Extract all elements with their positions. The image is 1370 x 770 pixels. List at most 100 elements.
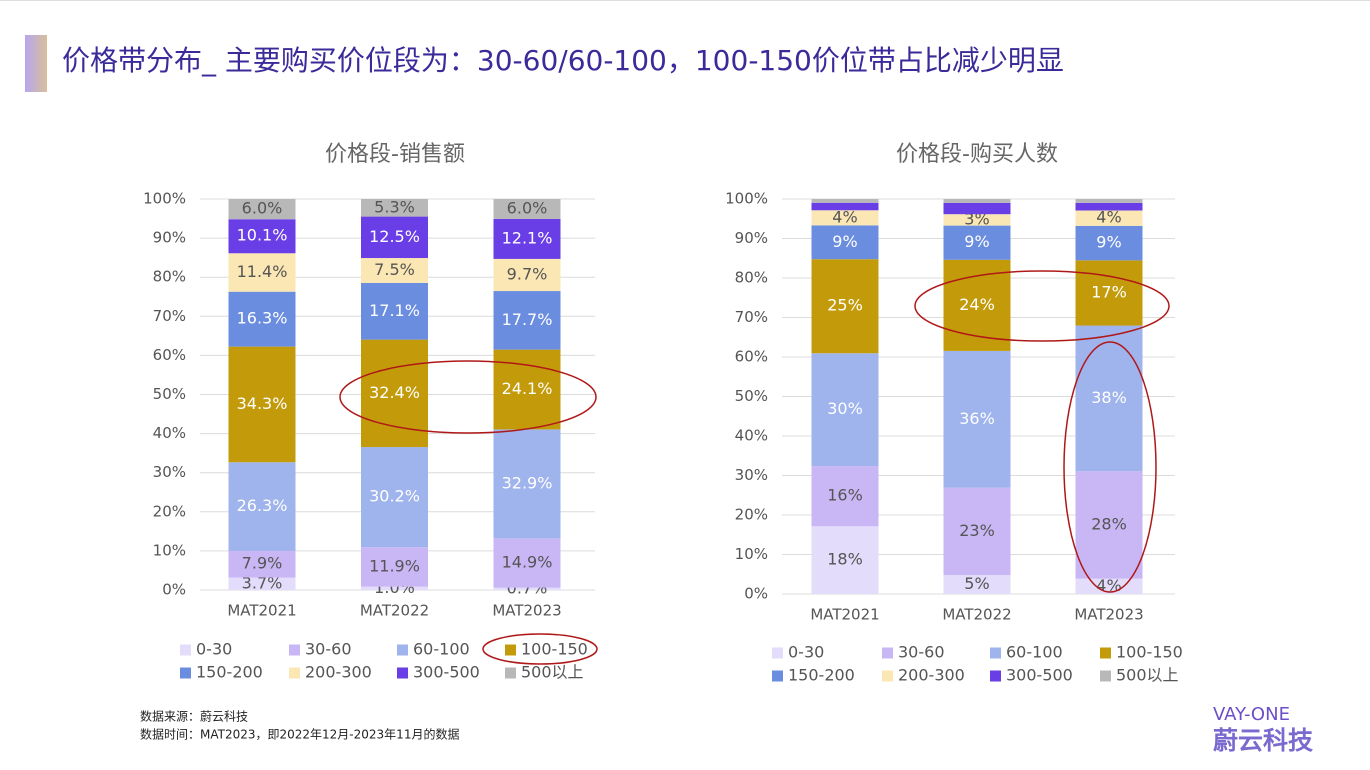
highlight-ellipse — [339, 360, 597, 434]
y-tick-label: 10% — [153, 541, 186, 559]
data-label: 16.3% — [237, 309, 288, 328]
bar-segment — [361, 282, 428, 340]
bar-segment — [1075, 471, 1143, 579]
bar-segment — [1075, 225, 1143, 261]
legend-label: 200-300 — [305, 663, 372, 682]
data-label: 3.7% — [242, 573, 283, 592]
bar-segment — [943, 214, 1011, 226]
logo-cn: 蔚云科技 — [1213, 726, 1313, 755]
bar-segment — [228, 550, 296, 578]
bar-segment — [228, 253, 296, 292]
y-tick-label: 30% — [735, 466, 768, 484]
data-label: 32.4% — [369, 383, 420, 402]
y-tick-label: 70% — [153, 307, 186, 325]
bar-segment — [811, 466, 879, 527]
legend-label: 300-500 — [413, 663, 480, 682]
data-label: 6.0% — [242, 199, 283, 218]
data-label: 17% — [1091, 282, 1127, 301]
chart-title: 价格段-购买人数 — [896, 142, 1058, 167]
data-label: 9% — [832, 232, 857, 251]
highlight-ellipse — [914, 270, 1170, 342]
highlight-ellipse — [1063, 341, 1157, 593]
chart-title: 价格段-销售额 — [325, 142, 465, 167]
x-tick-label: MAT2021 — [227, 602, 296, 620]
y-tick-label: 70% — [735, 308, 768, 326]
legend-label: 500以上 — [521, 663, 584, 682]
y-tick-label: 80% — [735, 269, 768, 287]
source-note: 数据来源：蔚云科技 — [140, 709, 248, 724]
y-tick-label: 100% — [725, 190, 768, 208]
y-tick-label: 50% — [153, 385, 186, 403]
charts: 价格段-销售额 0% 10% 20% 30% 40% 50% 60% 70% 80% 90% 100%… — [143, 142, 1183, 685]
bar-segment — [1075, 260, 1143, 326]
data-label: 30.2% — [369, 487, 420, 506]
bar-segment — [811, 526, 879, 594]
slide-title: 价格带分布_ 主要购买价位段为：30-60/60-100，100-150价位带占… — [62, 44, 1064, 77]
bar-segment — [361, 258, 428, 283]
y-tick-label: 60% — [735, 348, 768, 366]
data-label: 38% — [1091, 388, 1127, 407]
legend-swatch — [289, 644, 300, 656]
legend-label: 60-100 — [1006, 643, 1063, 662]
data-label: 5% — [964, 574, 989, 593]
bar-segment — [493, 587, 561, 590]
y-tick-label: 0% — [162, 581, 186, 599]
legend-swatch — [397, 644, 408, 656]
data-label: 4% — [1096, 208, 1121, 227]
data-label: 34.3% — [237, 394, 288, 413]
legend-label: 30-60 — [305, 640, 352, 659]
legend-label: 30-60 — [898, 643, 945, 662]
legend-label: 100-150 — [1116, 643, 1183, 662]
data-label: 23% — [959, 521, 995, 540]
bar-segment — [361, 339, 428, 448]
data-label: 25% — [827, 296, 863, 315]
bar-segment — [361, 199, 428, 217]
bar-segment — [493, 199, 561, 219]
bar-segment — [1075, 210, 1143, 226]
period-note: 数据时间：MAT2023，即2022年12月-2023年11月的数据 — [140, 727, 459, 742]
y-tick-label: 40% — [153, 424, 186, 442]
bar-segment — [228, 577, 296, 590]
y-tick-label: 50% — [735, 387, 768, 405]
y-tick-label: 60% — [153, 346, 186, 364]
data-label: 7.9% — [242, 554, 283, 573]
data-label: 14.9% — [502, 553, 553, 572]
y-tick-label: 100% — [143, 190, 186, 208]
legend-label: 0-30 — [196, 640, 232, 659]
data-label: 9% — [964, 232, 989, 251]
data-label: 30% — [827, 399, 863, 418]
bar-segment — [811, 202, 879, 211]
legend-swatch — [882, 670, 893, 682]
legend-label: 60-100 — [413, 640, 470, 659]
data-label: 10.1% — [237, 226, 288, 245]
bar-segment — [361, 216, 428, 259]
data-label: 9.7% — [507, 264, 548, 283]
legend-swatch — [397, 667, 408, 679]
bar-segment — [493, 291, 561, 350]
data-label: 24.1% — [502, 379, 553, 398]
data-label: 36% — [959, 409, 995, 428]
y-tick-label: 10% — [735, 545, 768, 563]
legend-swatch — [180, 667, 191, 679]
y-tick-label: 0% — [744, 585, 768, 603]
bar-segment — [493, 429, 561, 539]
bar-segment — [228, 291, 296, 347]
bar-segment — [1075, 202, 1143, 211]
bar-segment — [943, 202, 1011, 215]
data-label: 18% — [827, 550, 863, 569]
legend-swatch — [772, 647, 783, 659]
legend-swatch — [505, 644, 516, 656]
y-tick-label: 20% — [153, 502, 186, 520]
x-tick-label: MAT2022 — [942, 606, 1011, 624]
x-tick-label: MAT2021 — [810, 606, 879, 624]
legend-swatch — [772, 670, 783, 682]
legend-swatch — [990, 670, 1001, 682]
bar-segment — [493, 258, 561, 292]
y-tick-label: 30% — [153, 463, 186, 481]
x-tick-label: MAT2023 — [492, 602, 561, 620]
legend-label: 100-150 — [521, 640, 588, 659]
data-label: 11.4% — [237, 262, 288, 281]
bar-segment — [228, 199, 296, 220]
bar-segment — [361, 447, 428, 548]
